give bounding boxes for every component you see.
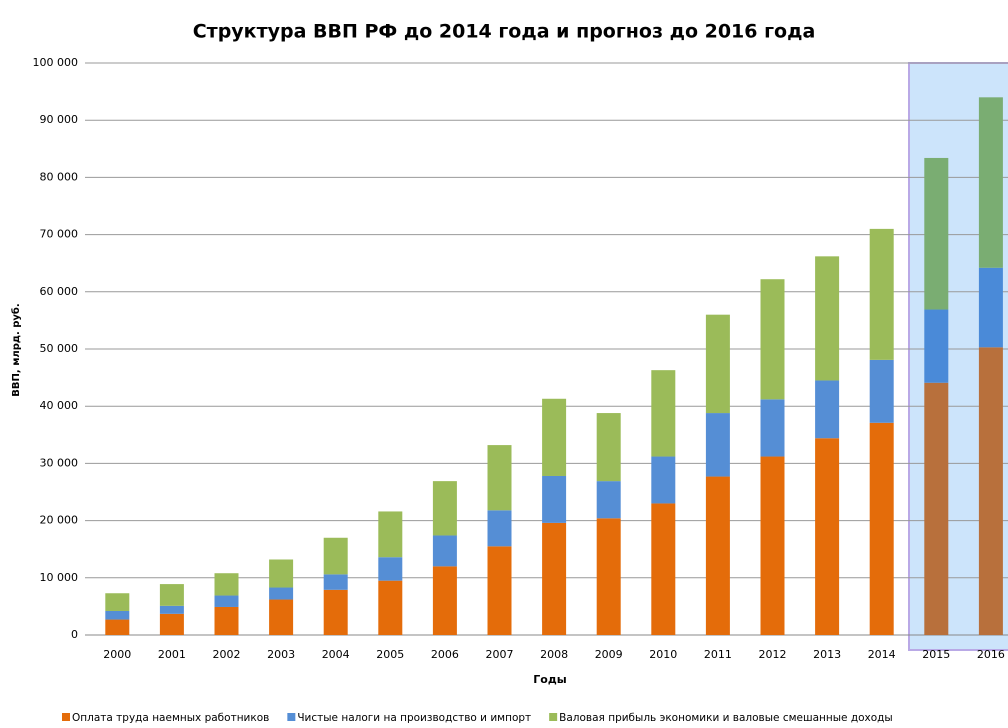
y-tick-label: 90 000: [40, 113, 79, 126]
legend-label: Валовая прибыль экономики и валовые смеш…: [559, 712, 893, 724]
x-tick-label: 2011: [704, 648, 732, 661]
x-tick-label: 2010: [649, 648, 677, 661]
x-tick-label: 2015: [922, 648, 950, 661]
x-tick-label: 2012: [759, 648, 787, 661]
legend-swatch: [62, 713, 70, 721]
bar-segment: [815, 380, 840, 439]
bar-segment: [705, 314, 730, 414]
x-tick-label: 2001: [158, 648, 186, 661]
bar-segment: [159, 584, 184, 606]
bar-segment: [105, 619, 130, 635]
y-tick-label: 80 000: [40, 170, 79, 183]
x-tick-label: 2002: [213, 648, 241, 661]
y-tick-label: 20 000: [40, 514, 79, 527]
x-tick-label: 2007: [486, 648, 514, 661]
bar-segment: [542, 398, 567, 476]
y-tick-label: 100 000: [33, 56, 79, 69]
y-tick-label: 10 000: [40, 571, 79, 584]
x-tick-label: 2014: [868, 648, 896, 661]
bar-segment: [487, 510, 512, 547]
bar-segment: [869, 422, 894, 635]
bar-segment: [432, 566, 457, 635]
legend-label: Оплата труда наемных работников: [72, 712, 269, 724]
bar-segment: [651, 370, 676, 457]
bar-segment: [760, 399, 785, 457]
bar-segment: [978, 267, 1003, 348]
bar-segment: [269, 599, 294, 635]
y-tick-label: 70 000: [40, 228, 79, 241]
y-axis-label: ВВП, млрд. руб.: [10, 303, 22, 396]
x-tick-label: 2003: [267, 648, 295, 661]
bar-segment: [651, 456, 676, 504]
bar-segment: [705, 476, 730, 635]
x-tick-label: 2009: [595, 648, 623, 661]
bar-segment: [159, 605, 184, 614]
bar-segment: [815, 256, 840, 381]
bar-segment: [432, 481, 457, 536]
x-tick-label: 2006: [431, 648, 459, 661]
y-tick-label: 60 000: [40, 285, 79, 298]
bar-segment: [214, 595, 239, 607]
bar-segment: [323, 537, 348, 575]
x-tick-label: 2004: [322, 648, 350, 661]
bar-segment: [378, 511, 403, 558]
legend-label: Чистые налоги на производство и импорт: [297, 712, 531, 724]
x-axis-label: Годы: [533, 673, 566, 686]
bar-segment: [542, 522, 567, 635]
bar-segment: [760, 456, 785, 635]
bar-segment: [269, 559, 294, 588]
bar-segment: [378, 580, 403, 635]
bar-segment: [487, 445, 512, 511]
bar-segment: [815, 438, 840, 635]
bar-segment: [105, 593, 130, 611]
bar-segment: [378, 557, 403, 581]
bar-segment: [159, 613, 184, 635]
x-tick-label: 2016: [977, 648, 1005, 661]
bar-segment: [214, 606, 239, 635]
y-tick-label: 40 000: [40, 399, 79, 412]
bar-segment: [869, 359, 894, 423]
bar-segment: [705, 413, 730, 477]
bar-segment: [105, 610, 130, 620]
chart-title: Структура ВВП РФ до 2014 года и прогноз …: [193, 21, 816, 43]
x-tick-label: 2008: [540, 648, 568, 661]
bar-segment: [214, 573, 239, 596]
bar-segment: [487, 546, 512, 635]
bar-segment: [542, 475, 567, 523]
bar-segment: [924, 309, 949, 383]
bar-segment: [432, 535, 457, 567]
legend-swatch: [287, 713, 296, 721]
x-tick-label: 2013: [813, 648, 841, 661]
x-tick-label: 2005: [376, 648, 404, 661]
bar-segment: [760, 279, 785, 400]
bar-segment: [596, 413, 621, 482]
bar-segment: [869, 228, 894, 360]
x-tick-label: 2000: [103, 648, 131, 661]
y-tick-label: 0: [71, 628, 78, 641]
bar-segment: [924, 382, 949, 635]
y-tick-label: 50 000: [40, 342, 79, 355]
bar-segment: [596, 518, 621, 635]
y-tick-label: 30 000: [40, 456, 79, 469]
bar-segment: [596, 481, 621, 519]
bar-segment: [651, 503, 676, 635]
bar-segment: [269, 587, 294, 600]
bar-segment: [978, 347, 1003, 635]
bar-segment: [924, 157, 949, 310]
legend-swatch: [549, 713, 558, 721]
bar-segment: [323, 574, 348, 590]
bar-segment: [323, 589, 348, 635]
bar-segment: [978, 97, 1003, 268]
